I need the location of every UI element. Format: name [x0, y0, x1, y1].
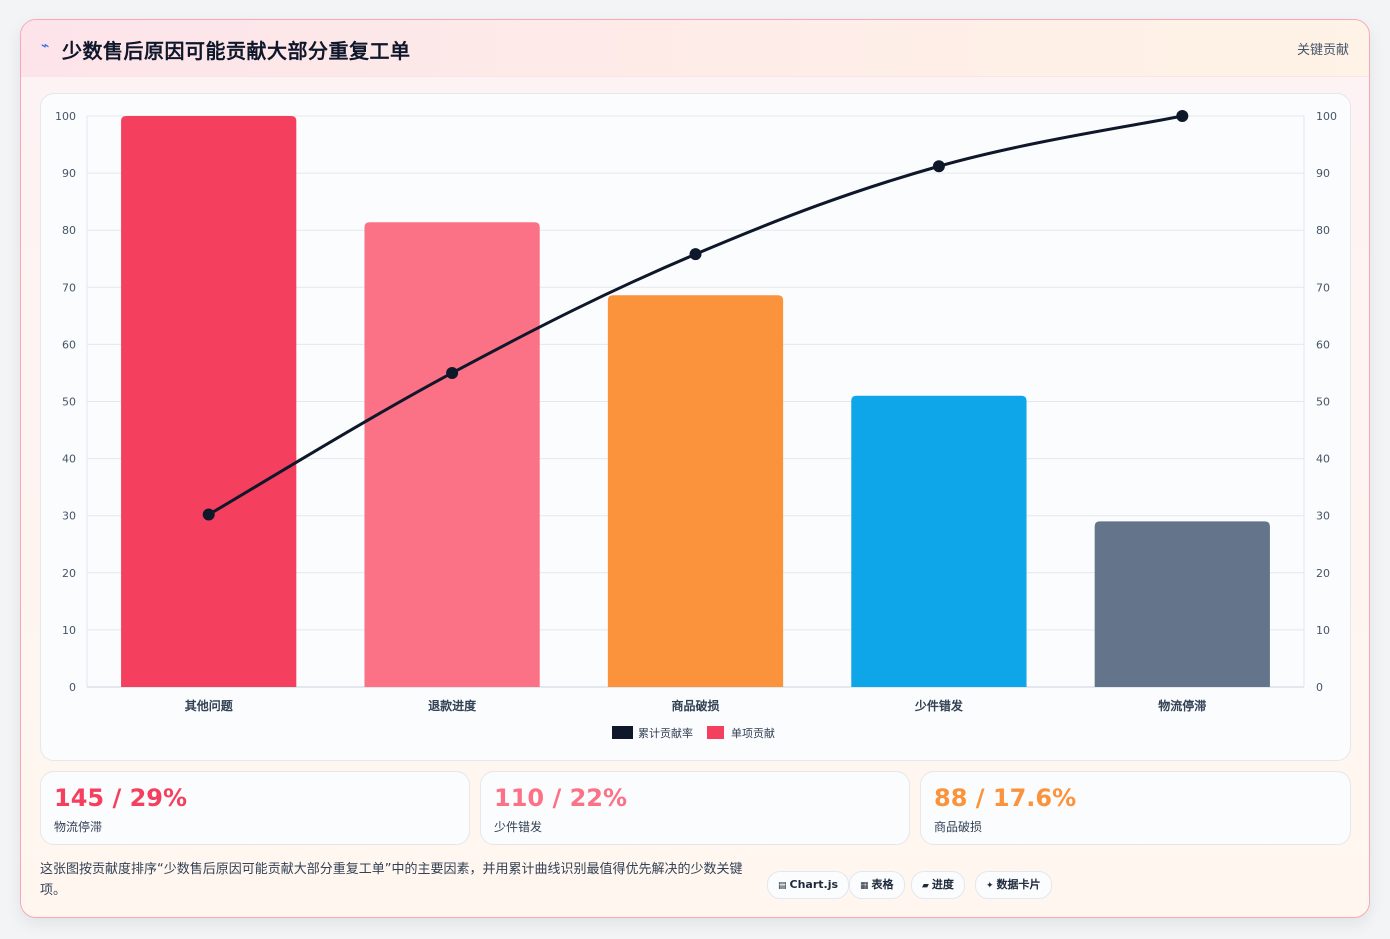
y2-tick-label: 0 [1316, 681, 1323, 694]
y2-tick-label: 100 [1316, 110, 1337, 123]
y-tick-label: 100 [55, 110, 76, 123]
chip-chartjs[interactable]: ▤ Chart.js [767, 871, 850, 899]
spark-icon: ⌁ [41, 38, 50, 54]
card-title: 少数售后原因可能贡献大部分重复工单 [62, 39, 411, 63]
legend-swatch-cumulative [612, 726, 633, 739]
y-tick-label: 10 [62, 624, 76, 637]
sparkle-icon: ✦ [986, 881, 994, 891]
y2-tick-label: 40 [1316, 453, 1330, 466]
chip-table[interactable]: ▦ 表格 [849, 871, 905, 899]
cumulative-point [1176, 110, 1189, 122]
bar [121, 116, 297, 687]
stat-card-logistics: 145 / 29% 物流停滞 [40, 771, 470, 845]
bar [1094, 521, 1270, 687]
table-icon: ▦ [860, 881, 869, 891]
y-tick-label: 30 [62, 510, 76, 523]
pareto-chart: 0 0 10 10 20 20 30 30 40 40 50 50 60 60 70 70 80 80 90 90 10… [40, 93, 1351, 761]
legend-swatch-single [707, 726, 724, 739]
y2-tick-label: 30 [1316, 510, 1330, 523]
stat-card-missing-items: 110 / 22% 少件错发 [480, 771, 910, 845]
y-tick-label: 70 [62, 281, 76, 294]
chip-progress[interactable]: ▰ 进度 [911, 871, 965, 899]
cumulative-point [689, 248, 702, 261]
x-tick-label: 少件错发 [914, 698, 964, 713]
bar [364, 222, 540, 687]
legend-label-single: 单项贡献 [731, 726, 775, 740]
y2-tick-label: 50 [1316, 396, 1330, 409]
progress-icon: ▰ [922, 881, 929, 891]
bar [607, 295, 784, 687]
chip-label: 数据卡片 [996, 878, 1041, 891]
x-tick-label: 物流停滞 [1158, 698, 1206, 713]
y-tick-label: 0 [69, 681, 76, 694]
bar [851, 395, 1027, 687]
header-badge: 关键贡献 [1296, 43, 1349, 58]
y-tick-label: 50 [62, 396, 76, 409]
y-tick-label: 40 [62, 453, 76, 466]
y-tick-label: 90 [62, 167, 76, 180]
y2-tick-label: 70 [1316, 281, 1330, 294]
chart-icon: ▤ [778, 881, 787, 891]
stat-label: 商品破损 [934, 820, 983, 834]
chart-svg: 0 0 10 10 20 20 30 30 40 40 50 50 60 60 70 70 80 80 90 90 10… [55, 110, 1337, 740]
chart-card: ⌁ 少数售后原因可能贡献大部分重复工单 关键贡献 0 0 10 10 20 20 30 30 4… [20, 19, 1370, 918]
chip-label: Chart.js [789, 878, 839, 891]
stat-label: 少件错发 [494, 820, 543, 834]
chip-data-cards[interactable]: ✦ 数据卡片 [975, 871, 1052, 899]
stat-value: 145 / 29% [54, 784, 188, 812]
y-tick-label: 60 [62, 338, 76, 351]
chip-label: 表格 [871, 878, 894, 891]
chart-description: 这张图按贡献度排序“少数售后原因可能贡献大部分重复工单”中的主要因素，并用累计曲… [40, 862, 743, 898]
y2-tick-label: 80 [1316, 224, 1330, 237]
card-header: ⌁ 少数售后原因可能贡献大部分重复工单 关键贡献 [21, 20, 1369, 77]
legend-label-cumulative: 累计贡献率 [638, 726, 693, 740]
cumulative-point [932, 160, 945, 173]
x-tick-label: 退款进度 [428, 698, 477, 713]
y-tick-label: 20 [62, 567, 76, 580]
y2-tick-label: 20 [1316, 567, 1330, 580]
stat-label: 物流停滞 [54, 820, 103, 834]
x-tick-label: 其他问题 [185, 698, 234, 713]
stat-card-damaged: 88 / 17.6% 商品破损 [920, 771, 1351, 845]
y2-tick-label: 90 [1316, 167, 1330, 180]
y2-tick-label: 10 [1316, 624, 1330, 637]
y-tick-label: 80 [62, 224, 76, 237]
cumulative-point [202, 508, 215, 521]
x-tick-label: 商品破损 [671, 698, 719, 713]
chip-label: 进度 [931, 878, 954, 891]
y2-tick-label: 60 [1316, 338, 1330, 351]
cumulative-point [446, 366, 459, 379]
stat-value: 88 / 17.6% [934, 784, 1077, 812]
stat-value: 110 / 22% [494, 784, 628, 812]
